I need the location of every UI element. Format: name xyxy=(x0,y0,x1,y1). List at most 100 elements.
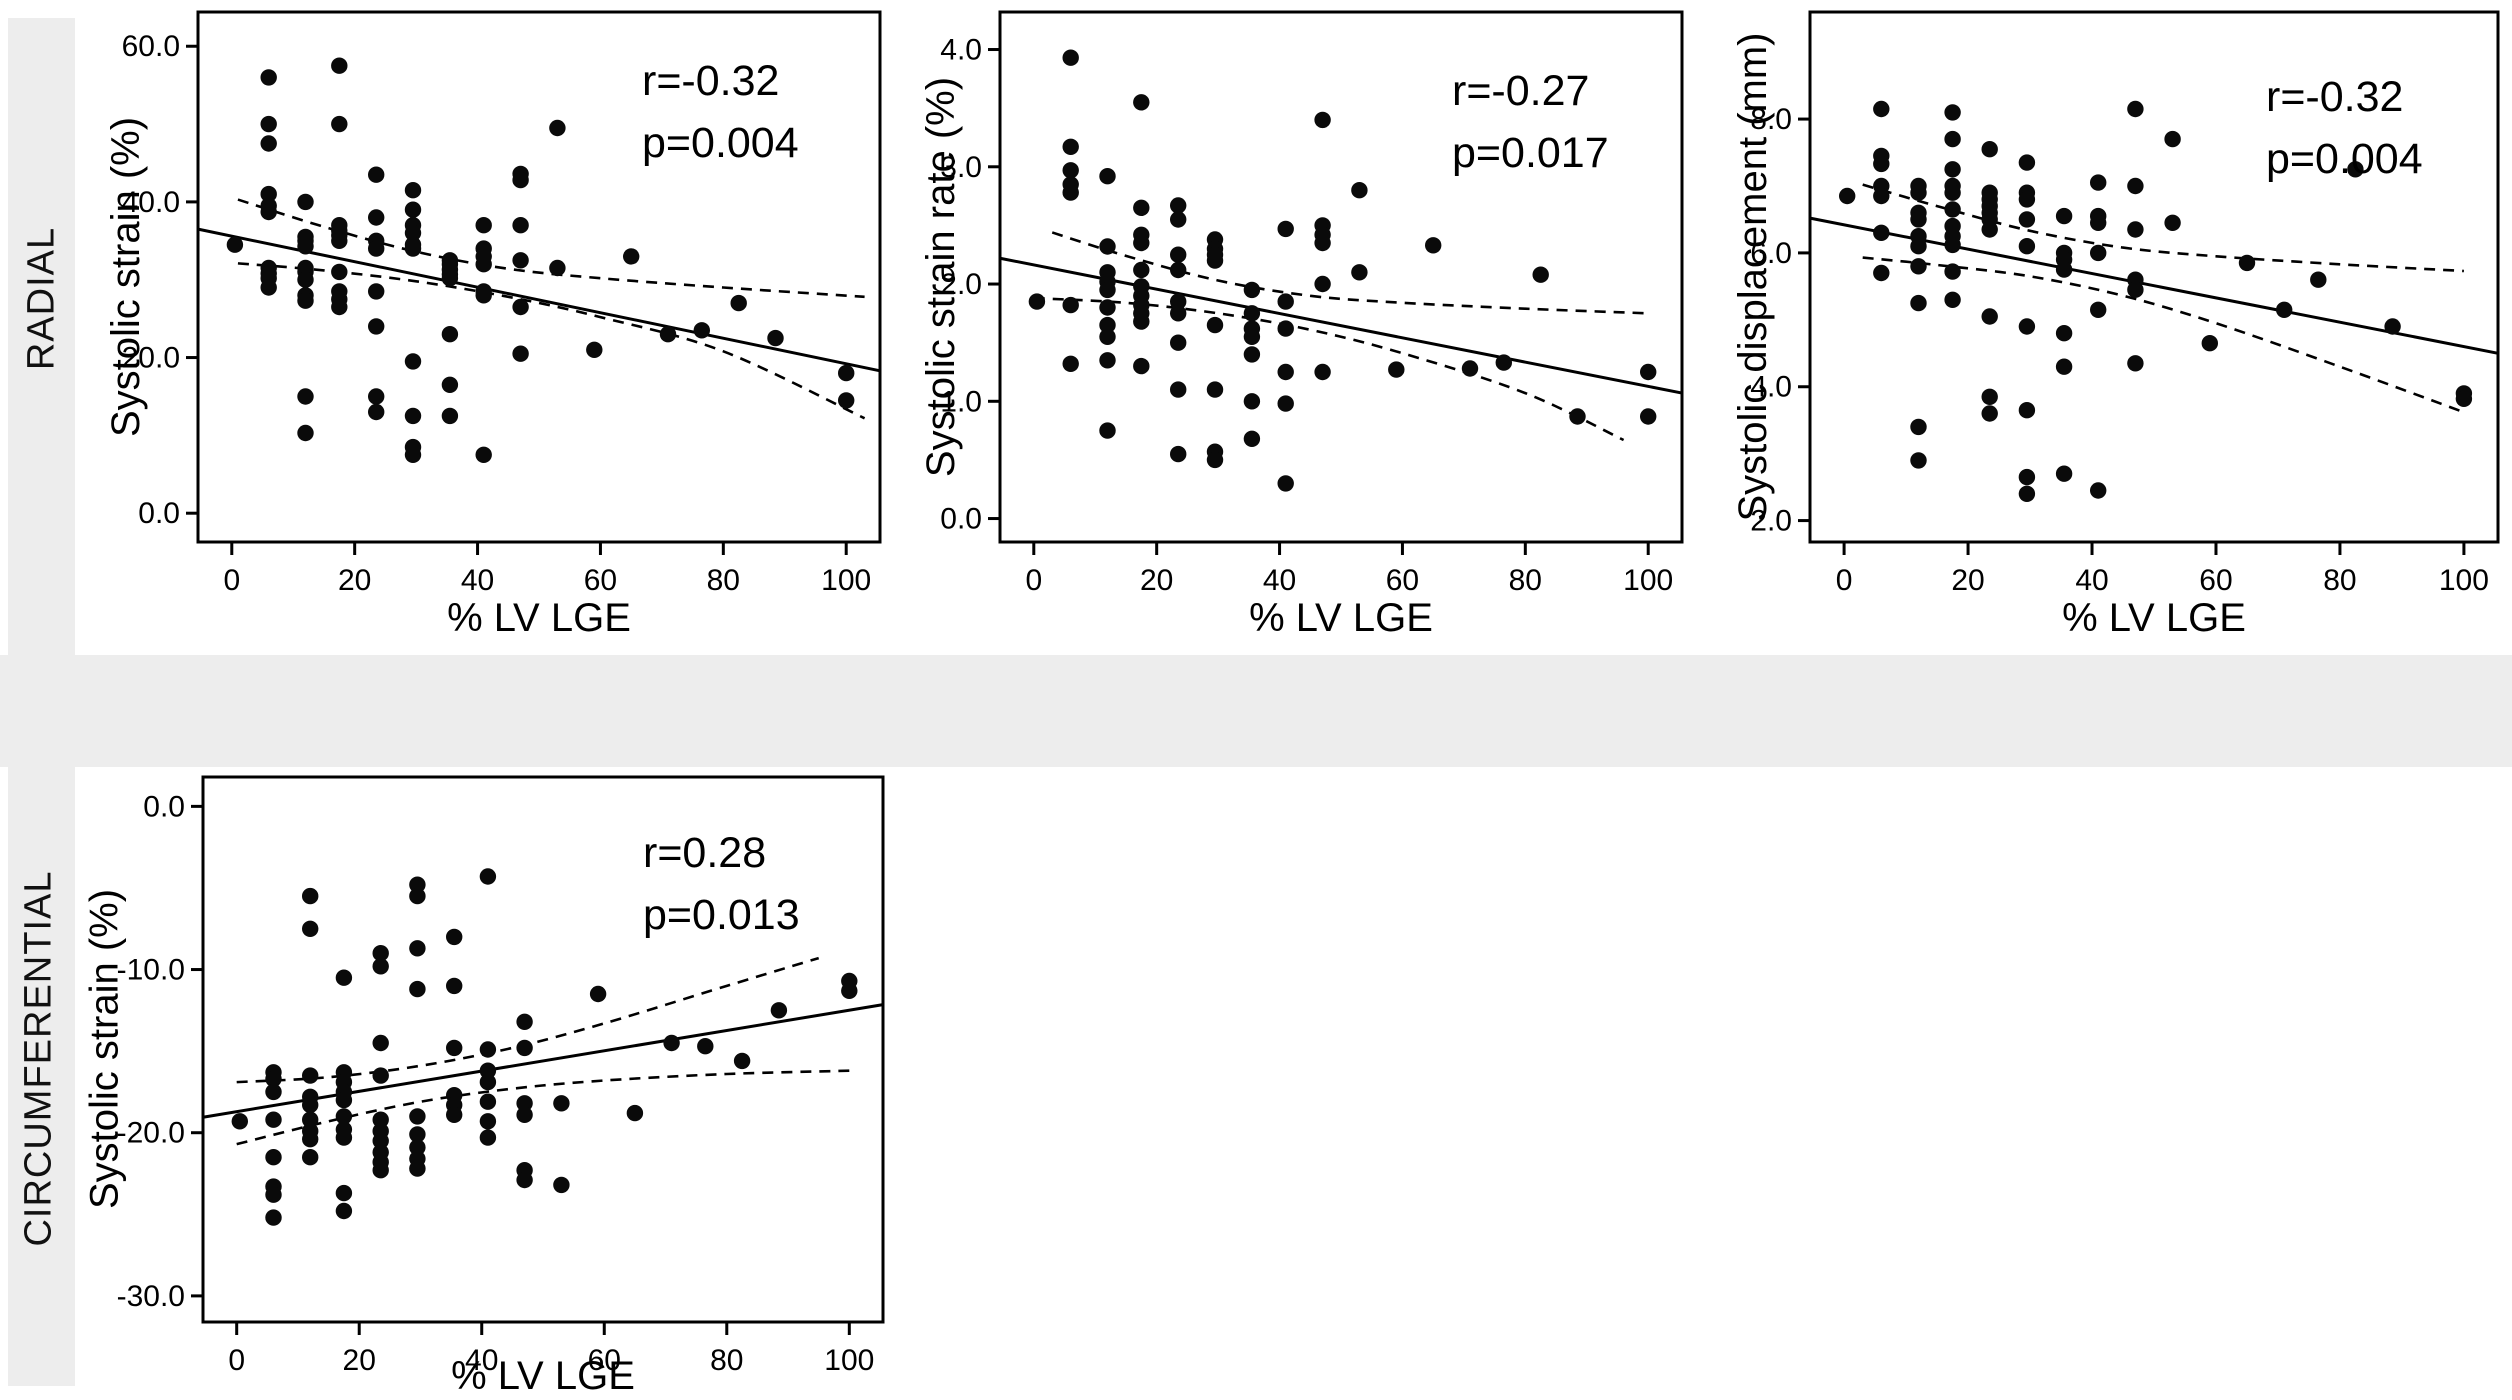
data-point xyxy=(331,115,348,133)
regression-line xyxy=(197,227,881,373)
data-point xyxy=(1170,305,1187,322)
data-point xyxy=(1170,334,1187,351)
data-point xyxy=(479,1041,497,1058)
y-axis-title-radial-displacement: Systolic displacement (mm) xyxy=(1731,32,1775,522)
correlation-annotation-3: r=-0.32 p=0.004 xyxy=(2266,66,2423,191)
data-point xyxy=(404,407,422,425)
data-point xyxy=(2201,335,2218,352)
data-point xyxy=(1910,238,1927,255)
data-point xyxy=(1243,393,1261,410)
data-point xyxy=(1314,275,1331,293)
data-point xyxy=(1910,452,1927,469)
data-point xyxy=(331,263,348,281)
y-tick-label: 0.0 xyxy=(143,790,185,823)
data-point xyxy=(516,1106,533,1124)
data-point xyxy=(2018,238,2036,255)
y-tick-label: 6.0 xyxy=(1750,237,1792,270)
data-point xyxy=(446,1039,463,1057)
data-point xyxy=(730,294,747,312)
data-point xyxy=(2018,468,2036,486)
data-point xyxy=(1099,238,1116,255)
data-point xyxy=(2018,318,2036,335)
y-tick-label: 8.0 xyxy=(1750,103,1792,136)
data-point xyxy=(2090,214,2107,231)
y-tick-label: 60.0 xyxy=(122,30,180,63)
data-point xyxy=(2090,244,2107,262)
x-tick-label: 40 xyxy=(2075,564,2108,597)
data-point xyxy=(331,298,348,316)
y-tick-label: 2.0 xyxy=(1750,505,1792,538)
ci-upper-band xyxy=(1862,183,2464,273)
data-point xyxy=(1277,475,1294,492)
data-point xyxy=(226,236,244,253)
p-value-text: p=0.013 xyxy=(643,891,800,940)
data-point xyxy=(1873,100,1890,118)
y-axis-title-circ-strain: Systolic strain (%) xyxy=(82,888,127,1210)
data-point xyxy=(2127,221,2144,238)
data-point xyxy=(1062,184,1079,201)
data-point xyxy=(1277,220,1294,238)
p-value-text: p=0.017 xyxy=(1452,129,1609,178)
ci-upper-band xyxy=(1051,231,1649,315)
data-point xyxy=(302,1096,319,1114)
data-point xyxy=(1277,293,1294,310)
data-point xyxy=(1873,224,1890,241)
data-point xyxy=(1981,308,1998,325)
data-point xyxy=(623,248,640,265)
data-point xyxy=(1243,346,1261,363)
data-point xyxy=(697,1038,714,1055)
r-value-text: r=-0.27 xyxy=(1452,67,1590,115)
y-tick-label: 40.0 xyxy=(122,186,180,219)
data-point xyxy=(1495,354,1513,371)
data-point xyxy=(1277,395,1294,412)
data-point xyxy=(409,940,426,957)
x-tick-label: 80 xyxy=(707,564,740,597)
axis-box xyxy=(1808,10,2500,544)
data-point xyxy=(335,969,353,986)
data-point xyxy=(475,446,492,463)
data-point xyxy=(1351,264,1368,281)
data-point xyxy=(1099,422,1116,439)
data-point xyxy=(479,868,497,885)
data-point xyxy=(1569,408,1586,425)
data-point xyxy=(479,1093,497,1110)
x-tick-label: 60 xyxy=(2199,564,2232,597)
correlation-annotation-1: r=-0.32 p=0.004 xyxy=(642,50,799,175)
data-point xyxy=(512,345,529,362)
data-point xyxy=(1944,263,1961,280)
data-point xyxy=(1062,355,1079,372)
data-point xyxy=(265,1070,282,1088)
x-tick-label: 60 xyxy=(584,564,617,597)
data-point xyxy=(409,1160,426,1177)
data-point xyxy=(841,982,858,999)
data-point xyxy=(1314,363,1331,381)
data-point xyxy=(265,1111,282,1128)
data-point xyxy=(1243,430,1261,447)
data-point xyxy=(302,887,319,905)
data-point xyxy=(1640,408,1657,425)
data-point xyxy=(368,388,385,405)
data-point xyxy=(441,407,459,425)
data-point xyxy=(265,1149,282,1166)
data-point xyxy=(2164,130,2181,148)
data-point xyxy=(553,1095,570,1112)
data-point xyxy=(368,166,385,183)
data-point xyxy=(1910,258,1927,275)
x-axis-title-2: % LV LGE xyxy=(1249,596,1433,640)
data-point xyxy=(372,1034,389,1052)
data-point xyxy=(231,1113,248,1130)
data-point xyxy=(372,1132,389,1150)
x-tick-label: 80 xyxy=(710,1344,743,1377)
x-axis-title-1: % LV LGE xyxy=(447,596,631,640)
data-point xyxy=(626,1104,644,1122)
data-point xyxy=(1170,445,1187,463)
data-point xyxy=(475,217,492,234)
data-point xyxy=(1910,184,1927,201)
data-point xyxy=(368,209,385,226)
data-point xyxy=(1944,201,1961,218)
data-point xyxy=(2055,358,2073,375)
data-point xyxy=(2310,271,2327,288)
y-tick-label: 2.0 xyxy=(940,268,982,301)
